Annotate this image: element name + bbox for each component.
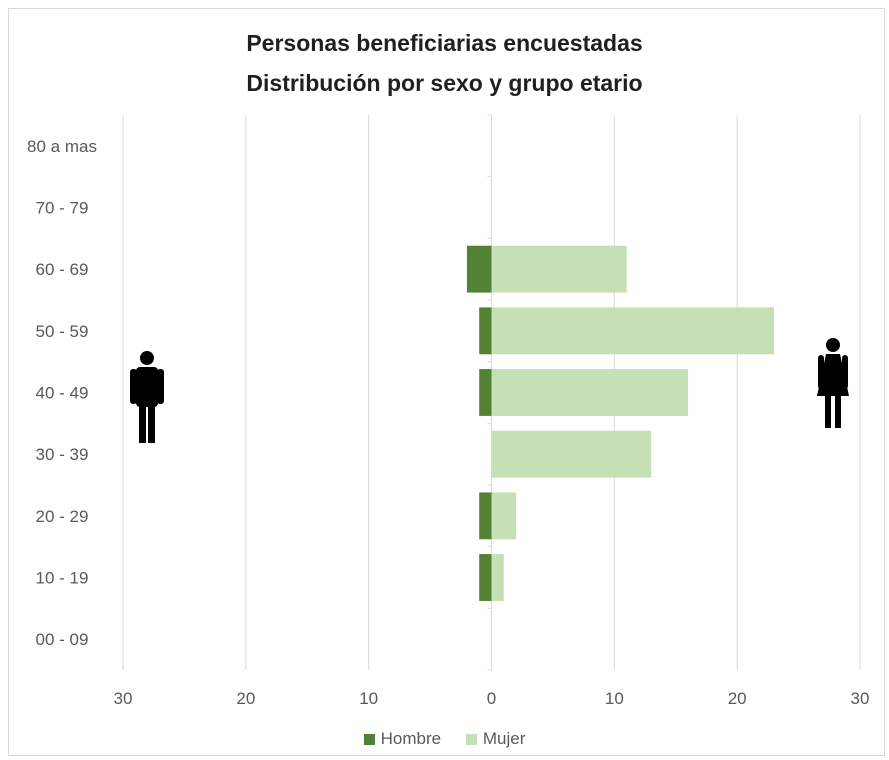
bar-hombre-6: [479, 492, 492, 540]
chart-title: Personas beneficiarias encuestadas: [246, 30, 643, 56]
chart-legend: Hombre Mujer: [0, 729, 889, 750]
bar-mujer-3: [491, 307, 775, 355]
bar-mujer-4: [491, 369, 689, 416]
y-tick-label-6: 20 - 29: [36, 507, 89, 526]
y-tick-label-3: 50 - 59: [36, 322, 89, 341]
y-tick-label-5: 30 - 39: [36, 445, 89, 464]
x-tick-label-3: 0: [487, 689, 496, 708]
legend-swatch-mujer: [465, 733, 477, 745]
woman-icon: [817, 338, 849, 428]
bar-hombre-7: [479, 554, 492, 601]
y-tick-label-0: 80 a mas: [27, 137, 97, 156]
bar-hombre-3: [479, 307, 492, 355]
legend-label-hombre: Hombre: [380, 729, 442, 748]
legend-item-hombre: Hombre: [363, 729, 442, 749]
x-tick-label-0: 30: [114, 689, 133, 708]
bar-mujer-2: [491, 245, 627, 293]
y-tick-label-4: 40 - 49: [36, 384, 89, 403]
legend-label-mujer: Mujer: [482, 729, 526, 748]
x-tick-label-6: 30: [851, 689, 870, 708]
y-tick-label-1: 70 - 79: [36, 199, 89, 218]
y-tick-label-2: 60 - 69: [36, 260, 89, 279]
y-tick-label-7: 10 - 19: [36, 569, 89, 588]
legend-swatch-hombre: [363, 733, 375, 745]
bar-hombre-4: [479, 369, 492, 416]
legend-item-mujer: Mujer: [465, 729, 526, 749]
x-tick-label-5: 20: [728, 689, 747, 708]
chart-subtitle: Distribución por sexo y grupo etario: [246, 70, 643, 96]
bar-mujer-6: [491, 492, 517, 540]
x-tick-label-4: 10: [605, 689, 624, 708]
x-tick-label-2: 10: [359, 689, 378, 708]
bar-mujer-5: [491, 430, 652, 478]
bar-mujer-7: [491, 554, 504, 601]
bar-hombre-2: [466, 245, 492, 293]
y-tick-label-8: 00 - 09: [36, 630, 89, 649]
man-icon: [130, 351, 164, 443]
x-tick-label-1: 20: [236, 689, 255, 708]
